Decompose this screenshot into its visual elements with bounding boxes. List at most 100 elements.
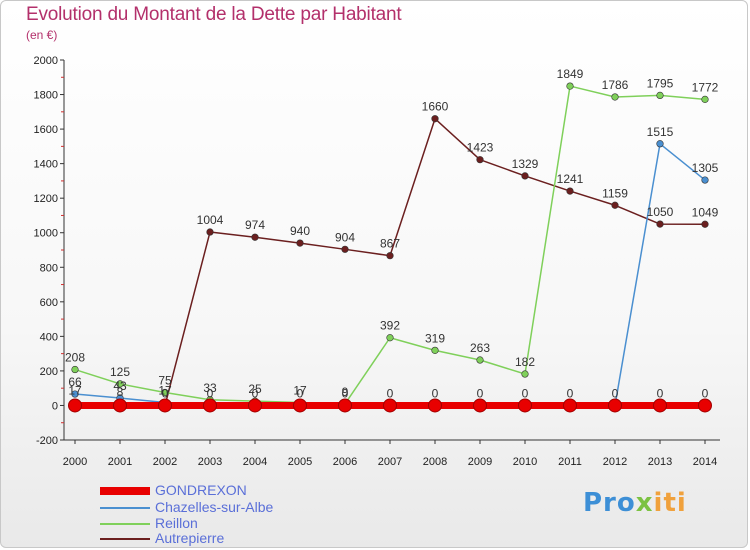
y-tick-label: 2000 [34, 55, 58, 67]
data-point-autrepierre [656, 220, 664, 228]
data-point-gondrexon [563, 398, 577, 413]
y-tick-label: 1400 [34, 159, 58, 171]
data-point-gondrexon [428, 398, 442, 413]
logo-part-2: x [635, 488, 654, 518]
y-tick-label: 200 [40, 366, 58, 378]
data-point-gondrexon [383, 398, 397, 413]
data-label-reillon: 9 [342, 385, 349, 399]
y-tick-label: 800 [40, 262, 58, 274]
data-label-reillon: 17 [293, 384, 307, 398]
x-tick-label: 2009 [468, 456, 492, 468]
x-tick-label: 2013 [648, 456, 672, 468]
data-point-gondrexon [338, 398, 352, 413]
legend-item-gondrexon[interactable]: GONDREXON [100, 482, 340, 500]
data-label-autrepierre: 8 [117, 385, 124, 399]
x-tick-label: 2002 [153, 456, 177, 468]
series-line-autrepierre [74, 117, 706, 407]
data-label-autrepierre: 867 [380, 237, 400, 251]
data-label-reillon: 1772 [692, 80, 719, 94]
data-label-autrepierre: 1660 [422, 100, 449, 114]
data-label-autrepierre: 17 [68, 384, 82, 398]
data-point-gondrexon [68, 398, 82, 413]
data-point-reillon [611, 93, 619, 101]
x-tick-label: 2004 [243, 456, 267, 468]
data-point-autrepierre [251, 233, 259, 241]
x-tick-label: 2010 [513, 456, 537, 468]
data-point-gondrexon [293, 398, 307, 413]
x-tick-label: 2007 [378, 456, 402, 468]
data-point-reillon [566, 82, 574, 90]
data-point-gondrexon [113, 398, 127, 413]
chart-subtitle: (en €) [26, 28, 58, 42]
x-tick-label: 2003 [198, 456, 222, 468]
data-point-autrepierre [476, 156, 484, 164]
y-tick-label: 0 [52, 400, 58, 412]
x-tick-label: 2006 [333, 456, 357, 468]
data-label-reillon: 33 [203, 381, 217, 395]
chart-title: Evolution du Montant de la Dette par Hab… [26, 4, 402, 25]
legend-swatch-reillon [100, 523, 150, 525]
data-point-gondrexon [473, 398, 487, 413]
legend-label-gondrexon: GONDREXON [155, 482, 247, 498]
legend-item-chazelles[interactable]: Chazelles-sur-Albe [100, 499, 340, 517]
data-label-autrepierre: 1049 [692, 205, 719, 219]
y-tick-label: 1600 [34, 124, 58, 136]
legend-item-reillon[interactable]: Reillon [100, 515, 340, 533]
data-point-chazelles-sur-albe [71, 390, 79, 398]
data-label-gondrexon: 0 [702, 386, 709, 400]
logo-part-3: iti [653, 488, 687, 518]
data-point-reillon [116, 380, 124, 388]
data-point-autrepierre [521, 172, 529, 180]
data-point-reillon [386, 334, 394, 342]
legend-label-autrepierre: Autrepierre [155, 530, 225, 546]
data-label-autrepierre: 1241 [557, 172, 584, 186]
data-point-gondrexon [698, 398, 712, 413]
data-label-autrepierre: 1423 [467, 141, 494, 155]
data-label-autrepierre: 940 [290, 224, 310, 238]
data-label-chazelles-sur-albe: 0 [297, 386, 304, 400]
data-label-autrepierre: 0 [162, 386, 169, 400]
legend-swatch-gondrexon [100, 487, 150, 495]
data-label-reillon: 75 [158, 374, 172, 388]
legend-item-autrepierre[interactable]: Autrepierre [100, 530, 340, 548]
data-point-autrepierre [566, 187, 574, 195]
data-point-reillon [431, 346, 439, 354]
legend-swatch-chazelles [100, 507, 150, 509]
data-point-reillon [521, 370, 529, 378]
y-tick-label: 1000 [34, 228, 58, 240]
data-label-autrepierre: 1159 [602, 186, 628, 200]
data-label-reillon: 1849 [557, 67, 584, 81]
data-point-autrepierre [701, 220, 709, 228]
data-point-gondrexon [203, 398, 217, 413]
data-label-reillon: 125 [110, 365, 130, 379]
data-label-chazelles-sur-albe: 0 [567, 386, 574, 400]
data-label-chazelles-sur-albe: 0 [522, 386, 529, 400]
data-label-chazelles-sur-albe: 0 [207, 386, 214, 400]
data-point-gondrexon [653, 398, 667, 413]
legend-label-chazelles: Chazelles-sur-Albe [155, 499, 274, 515]
proxiti-logo: Proxiti [583, 488, 687, 518]
x-tick-label: 2012 [603, 456, 627, 468]
logo-part-1: Pro [583, 488, 636, 518]
series-line-chazelles-sur-albe [74, 143, 706, 407]
data-label-autrepierre: 904 [335, 230, 355, 244]
data-point-chazelles-sur-albe [656, 140, 664, 148]
data-point-gondrexon [608, 398, 622, 413]
data-label-chazelles-sur-albe: 0 [342, 386, 349, 400]
data-label-chazelles-sur-albe: 1515 [647, 125, 674, 139]
data-label-gondrexon: 0 [657, 386, 664, 400]
data-point-reillon [476, 356, 484, 364]
data-point-autrepierre [341, 245, 349, 253]
data-point-reillon [161, 388, 169, 397]
data-point-gondrexon [518, 398, 532, 413]
data-label-chazelles-sur-albe: 17 [158, 384, 172, 398]
data-point-autrepierre [431, 115, 439, 123]
y-tick-label: -200 [36, 435, 58, 447]
data-label-reillon: 1786 [602, 78, 629, 92]
y-tick-label: 400 [40, 331, 58, 343]
data-label-reillon: 392 [380, 319, 400, 333]
data-label-chazelles-sur-albe: 66 [68, 375, 82, 389]
data-label-reillon: 263 [470, 341, 490, 355]
